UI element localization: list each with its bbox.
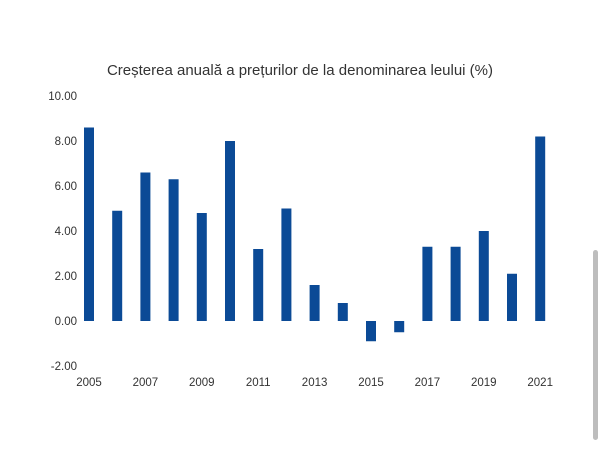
bar-2012 (281, 208, 292, 321)
bar-2016 (394, 321, 405, 333)
bar-2008 (168, 179, 179, 321)
y-tick-label: 4.00 (55, 226, 77, 238)
x-tick-label: 2015 (358, 377, 384, 389)
bar-2015 (366, 321, 376, 342)
y-tick-label: 0.00 (55, 316, 77, 328)
bar-2007 (140, 172, 151, 321)
y-tick-label: 6.00 (55, 181, 77, 193)
bar-2017 (422, 246, 433, 321)
bar-2009 (196, 213, 207, 321)
bar-2006 (112, 210, 123, 321)
y-tick-label: 8.00 (55, 136, 77, 148)
x-tick-label: 2009 (189, 377, 215, 389)
bar-2020 (507, 273, 517, 321)
y-tick-label: 10.00 (48, 91, 77, 103)
x-tick-label: 2017 (415, 377, 441, 389)
bar-2005 (84, 127, 94, 321)
x-tick-label: 2011 (246, 377, 271, 389)
bar-2014 (337, 303, 348, 321)
y-tick-label: -2.00 (51, 361, 77, 373)
bar-2019 (478, 231, 489, 321)
bar-2011 (253, 249, 264, 321)
vertical-scrollbar[interactable] (593, 250, 598, 440)
bar-2013 (309, 285, 320, 321)
x-tick-label: 2019 (471, 377, 497, 389)
x-tick-label: 2021 (527, 377, 553, 389)
bar-2018 (450, 246, 461, 321)
bar-2021 (535, 136, 546, 321)
bar-2010 (225, 141, 235, 321)
x-tick-label: 2007 (133, 377, 159, 389)
x-tick-label: 2005 (76, 377, 102, 389)
y-tick-label: 2.00 (55, 271, 77, 283)
chart-title: Creșterea anuală a prețurilor de la deno… (107, 62, 493, 79)
x-tick-label: 2013 (302, 377, 328, 389)
